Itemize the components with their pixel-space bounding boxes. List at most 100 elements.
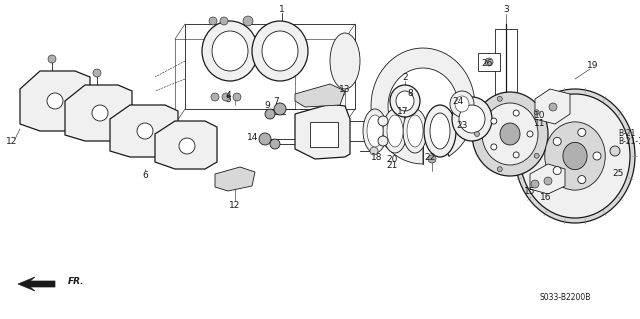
Polygon shape [20, 71, 90, 131]
Text: 2: 2 [402, 72, 408, 81]
Circle shape [47, 93, 63, 109]
Polygon shape [185, 24, 355, 109]
Polygon shape [371, 48, 475, 164]
Ellipse shape [563, 142, 587, 170]
Text: 3: 3 [503, 4, 509, 13]
Text: 20: 20 [387, 154, 397, 164]
Text: 17: 17 [397, 107, 409, 115]
Circle shape [179, 138, 195, 154]
Text: 9: 9 [264, 100, 270, 109]
Ellipse shape [459, 105, 485, 133]
Circle shape [92, 105, 108, 121]
Circle shape [497, 167, 502, 172]
Text: S033-B2200B: S033-B2200B [540, 293, 591, 301]
Text: 25: 25 [612, 169, 624, 179]
Bar [478, 53, 500, 71]
Ellipse shape [407, 115, 423, 147]
Circle shape [531, 180, 539, 188]
Text: 4: 4 [225, 91, 231, 100]
Ellipse shape [262, 31, 298, 71]
Circle shape [243, 16, 253, 26]
Text: 19: 19 [588, 62, 599, 70]
Polygon shape [215, 167, 255, 191]
Text: 18: 18 [371, 152, 383, 161]
Circle shape [370, 147, 378, 155]
Circle shape [428, 155, 436, 163]
Ellipse shape [482, 103, 538, 165]
Circle shape [265, 109, 275, 119]
Ellipse shape [330, 33, 360, 89]
Ellipse shape [424, 105, 456, 157]
Bar [495, 29, 517, 124]
Circle shape [527, 131, 533, 137]
Circle shape [48, 55, 56, 63]
Circle shape [553, 167, 561, 174]
Ellipse shape [367, 115, 383, 147]
Ellipse shape [472, 92, 548, 176]
Polygon shape [155, 121, 217, 169]
Ellipse shape [252, 21, 308, 81]
Circle shape [491, 144, 497, 150]
Polygon shape [295, 104, 350, 159]
Circle shape [513, 152, 519, 158]
Circle shape [259, 133, 271, 145]
Ellipse shape [363, 109, 387, 153]
Polygon shape [65, 85, 132, 141]
Polygon shape [535, 89, 570, 124]
Text: 7: 7 [273, 98, 279, 107]
Circle shape [578, 129, 586, 137]
Circle shape [270, 139, 280, 149]
Circle shape [137, 123, 153, 139]
Ellipse shape [390, 85, 420, 117]
Ellipse shape [396, 91, 414, 111]
Bar [310, 122, 338, 147]
Ellipse shape [455, 96, 469, 112]
Text: 5: 5 [225, 95, 231, 105]
Circle shape [211, 93, 219, 101]
Ellipse shape [403, 109, 427, 153]
Text: B-21-1: B-21-1 [618, 137, 640, 145]
Circle shape [474, 131, 479, 137]
Text: 8: 8 [407, 88, 413, 98]
Circle shape [497, 96, 502, 101]
Ellipse shape [430, 113, 450, 149]
Text: 23: 23 [456, 122, 468, 130]
Circle shape [378, 116, 388, 126]
Ellipse shape [450, 91, 474, 117]
Text: 24: 24 [452, 97, 463, 106]
Circle shape [513, 110, 519, 116]
Circle shape [544, 177, 552, 185]
Ellipse shape [545, 122, 605, 190]
Ellipse shape [202, 21, 258, 81]
Circle shape [209, 17, 217, 25]
Text: B-21: B-21 [618, 130, 636, 138]
Text: 16: 16 [540, 192, 552, 202]
Text: 26: 26 [481, 60, 493, 69]
Ellipse shape [520, 94, 630, 218]
Ellipse shape [452, 97, 492, 141]
Text: 21: 21 [387, 160, 397, 169]
Circle shape [93, 69, 101, 77]
Text: 1: 1 [279, 4, 285, 13]
Circle shape [220, 17, 228, 25]
Circle shape [534, 110, 539, 115]
Polygon shape [295, 84, 345, 107]
Circle shape [485, 58, 493, 66]
Text: 13: 13 [339, 85, 351, 94]
Circle shape [553, 137, 561, 145]
Ellipse shape [387, 115, 403, 147]
Text: FR.: FR. [68, 278, 84, 286]
Text: 15: 15 [524, 188, 536, 197]
Text: 6: 6 [142, 172, 148, 181]
Circle shape [578, 175, 586, 184]
Circle shape [233, 93, 241, 101]
Circle shape [378, 136, 388, 146]
Polygon shape [530, 164, 565, 194]
Circle shape [222, 93, 230, 101]
Text: 11: 11 [534, 118, 546, 128]
Ellipse shape [515, 89, 635, 223]
Text: 12: 12 [6, 137, 18, 146]
Circle shape [610, 146, 620, 156]
Circle shape [549, 103, 557, 111]
Text: 10: 10 [534, 112, 546, 121]
